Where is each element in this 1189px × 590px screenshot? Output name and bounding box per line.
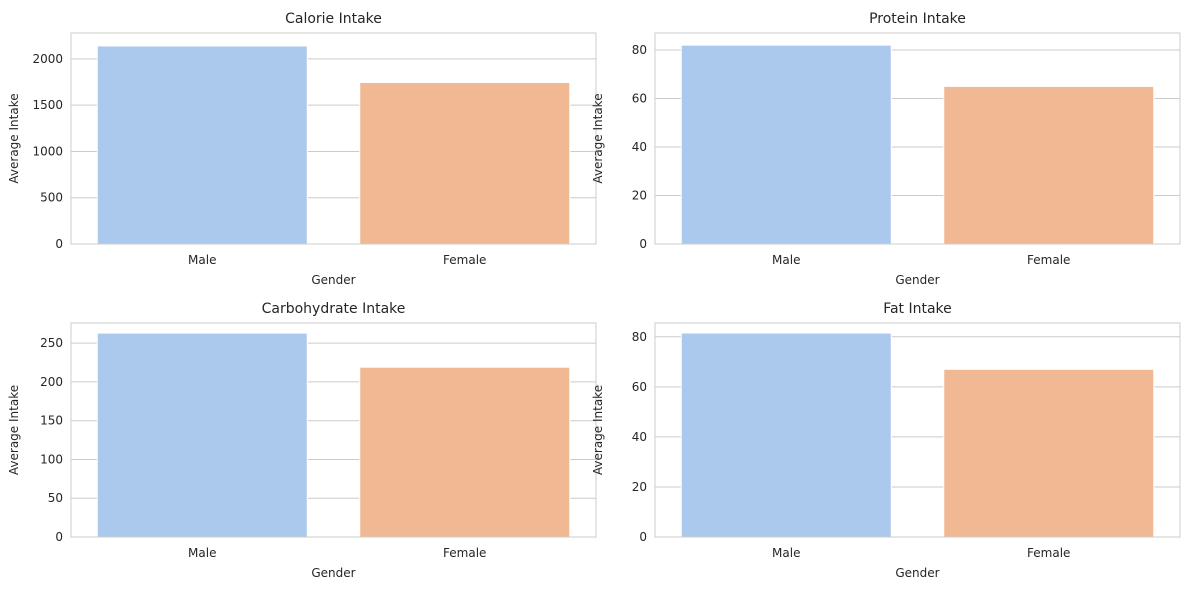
y-tick-label: 80	[632, 43, 647, 57]
plot-frame	[654, 322, 1181, 538]
y-tick-label: 0	[639, 530, 647, 544]
chart-panel-1: 0 500 1000 1500 2000 Male Female Calorie Intake…	[7, 11, 597, 287]
y-axis-label: Average Intake	[591, 93, 605, 183]
bar-female	[943, 85, 1155, 245]
x-axis-label: Gender	[311, 566, 355, 580]
chart-title: Protein Intake	[869, 11, 966, 27]
bar-female	[359, 366, 571, 538]
chart-title: Fat Intake	[883, 301, 952, 317]
x-tick-label: Female	[1027, 546, 1070, 560]
x-tick-label: Female	[443, 546, 486, 560]
bar-male	[680, 44, 892, 245]
y-tick-label: 0	[55, 530, 63, 544]
y-tick-label: 150	[40, 414, 63, 428]
chart-panel-2: 0 20 40 60 80 Male Female Protein Intake Gender A…	[591, 11, 1181, 287]
x-axis-label: Gender	[311, 273, 355, 287]
y-tick-label: 60	[632, 380, 647, 394]
bar-female	[359, 82, 571, 245]
y-tick-label: 2000	[32, 52, 63, 66]
bar-male	[96, 45, 308, 245]
bar-female	[943, 368, 1155, 538]
y-axis-label: Average Intake	[7, 385, 21, 475]
y-tick-label: 20	[632, 188, 647, 202]
y-tick-label: 200	[40, 375, 63, 389]
chart-title: Carbohydrate Intake	[262, 301, 406, 317]
plot-frame	[70, 322, 597, 538]
x-tick-label: Male	[772, 253, 800, 267]
y-tick-label: 250	[40, 336, 63, 350]
plot-frame	[70, 32, 597, 245]
chart-panel-3: 0 50 100 150 200 250 Male Female Carbohydrate In…	[7, 301, 597, 580]
y-tick-label: 0	[55, 237, 63, 251]
y-tick-label: 500	[40, 191, 63, 205]
x-axis-label: Gender	[895, 273, 939, 287]
y-tick-label: 40	[632, 430, 647, 444]
bar-male	[96, 332, 308, 538]
y-axis-label: Average Intake	[591, 385, 605, 475]
x-tick-label: Female	[1027, 253, 1070, 267]
x-tick-label: Male	[772, 546, 800, 560]
bar-male	[680, 332, 892, 538]
y-axis-label: Average Intake	[7, 93, 21, 183]
y-tick-label: 40	[632, 140, 647, 154]
y-tick-label: 0	[639, 237, 647, 251]
chart-title: Calorie Intake	[285, 11, 382, 27]
x-tick-label: Male	[188, 546, 216, 560]
y-tick-label: 1500	[32, 98, 63, 112]
x-tick-label: Male	[188, 253, 216, 267]
y-tick-label: 50	[48, 491, 63, 505]
x-tick-label: Female	[443, 253, 486, 267]
plot-frame	[654, 32, 1181, 245]
x-axis-label: Gender	[895, 566, 939, 580]
y-tick-label: 60	[632, 91, 647, 105]
y-tick-label: 1000	[32, 144, 63, 158]
chart-panel-4: 0 20 40 60 80 Male Female Fat Intake Gender Avera…	[591, 301, 1181, 580]
y-tick-label: 100	[40, 452, 63, 466]
y-tick-label: 80	[632, 330, 647, 344]
y-tick-label: 20	[632, 480, 647, 494]
